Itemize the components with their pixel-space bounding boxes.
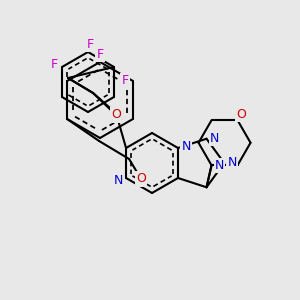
Text: N: N: [113, 173, 123, 187]
Text: F: F: [86, 38, 94, 50]
Text: N: N: [215, 159, 224, 172]
Text: F: F: [121, 74, 128, 88]
Text: O: O: [136, 172, 146, 185]
Text: F: F: [50, 58, 58, 71]
Text: N: N: [210, 132, 219, 145]
Text: O: O: [111, 109, 121, 122]
Text: F: F: [96, 47, 103, 61]
Text: N: N: [181, 140, 191, 152]
Text: N: N: [227, 157, 237, 169]
Text: O: O: [237, 108, 247, 121]
